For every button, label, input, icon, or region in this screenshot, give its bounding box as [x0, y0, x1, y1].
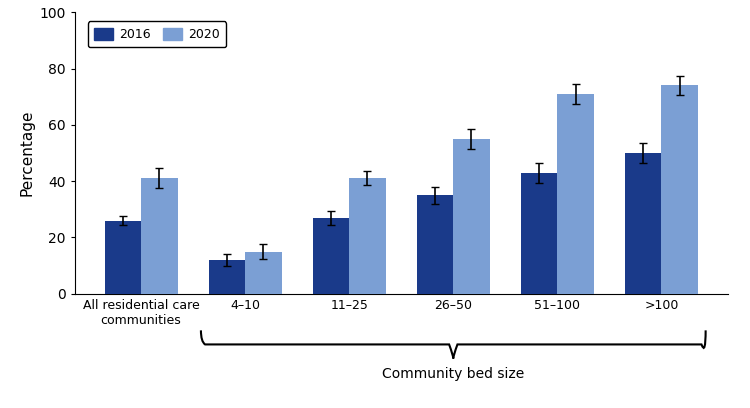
Legend: 2016, 2020: 2016, 2020	[88, 21, 226, 47]
Bar	[625, 153, 662, 294]
Bar	[557, 94, 594, 294]
Bar	[453, 139, 490, 294]
Bar	[141, 178, 178, 294]
Y-axis label: Percentage: Percentage	[19, 110, 34, 196]
Bar	[662, 85, 698, 294]
Text: Community bed size: Community bed size	[382, 367, 524, 381]
Bar	[350, 178, 386, 294]
Bar	[245, 251, 281, 294]
Bar	[209, 260, 245, 294]
Bar	[521, 173, 557, 294]
Bar	[417, 195, 453, 294]
Bar	[313, 218, 350, 294]
Bar	[105, 221, 141, 294]
